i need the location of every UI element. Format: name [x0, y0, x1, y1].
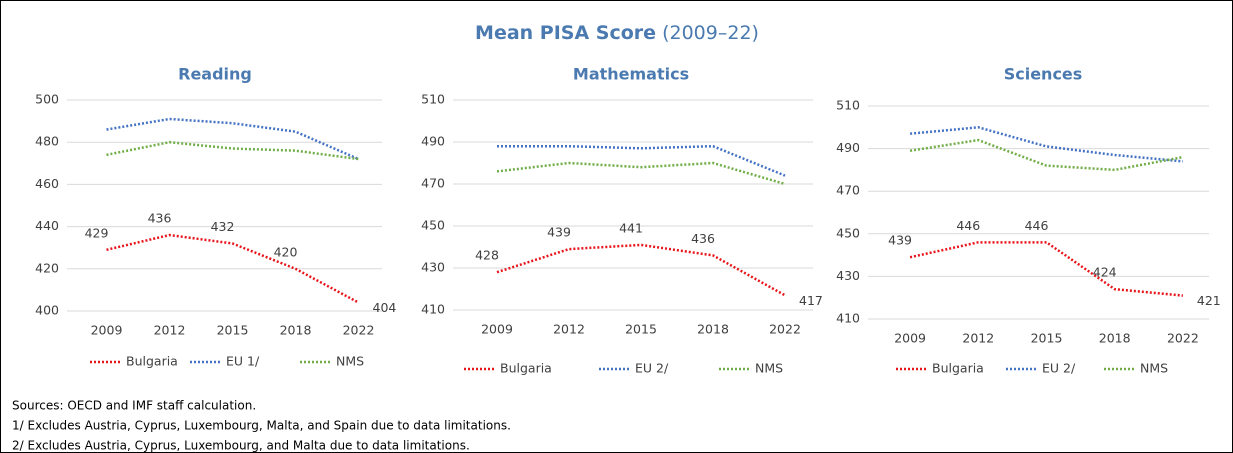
x-tick-label: 2015 [1031, 331, 1063, 346]
y-tick-label: 510 [836, 98, 860, 113]
note: Sources: OECD and IMF staff calculation. [12, 399, 256, 413]
x-tick-label: 2022 [343, 323, 375, 338]
legend-label: Bulgaria [126, 354, 178, 369]
y-tick-label: 420 [35, 260, 59, 275]
y-tick-label: 410 [836, 311, 860, 326]
panel-title: Mathematics [573, 65, 689, 84]
y-tick-label: 500 [35, 92, 59, 107]
series-line [909, 138, 1184, 172]
legend-label: EU 1/ [226, 354, 260, 369]
x-tick-label: 2012 [154, 323, 186, 338]
series-line [496, 161, 786, 186]
legend-label: NMS [755, 361, 783, 376]
legend-label: EU 2/ [1042, 361, 1076, 376]
x-tick-label: 2018 [280, 323, 312, 338]
x-tick-label: 2018 [1099, 331, 1131, 346]
y-tick-label: 470 [421, 176, 445, 191]
y-tick-label: 450 [421, 218, 445, 233]
legend-label: NMS [336, 354, 364, 369]
y-tick-label: 430 [836, 268, 860, 283]
panel-title: Sciences [1004, 65, 1083, 84]
data-label: 417 [799, 293, 823, 308]
data-label: 446 [1025, 218, 1049, 233]
y-tick-label: 450 [836, 225, 860, 240]
data-label: 439 [888, 233, 912, 248]
figure-title: Mean PISA Score (2009–22) [475, 22, 759, 44]
y-tick-label: 490 [421, 134, 445, 149]
legend-label: NMS [1140, 361, 1168, 376]
panel-title: Reading [178, 65, 252, 84]
x-tick-label: 2009 [91, 323, 123, 338]
data-label: 446 [956, 218, 980, 233]
data-label: 429 [85, 225, 109, 240]
x-tick-label: 2018 [697, 322, 729, 337]
x-tick-label: 2009 [481, 322, 513, 337]
y-tick-label: 460 [35, 176, 59, 191]
data-label: 404 [373, 300, 397, 315]
y-tick-label: 490 [836, 140, 860, 155]
x-tick-label: 2012 [553, 322, 585, 337]
y-tick-label: 510 [421, 92, 445, 107]
legend-label: Bulgaria [932, 361, 984, 376]
title-main: Mean PISA Score [475, 22, 656, 44]
x-tick-label: 2015 [217, 323, 249, 338]
data-label: 432 [211, 219, 235, 234]
y-tick-label: 470 [836, 183, 860, 198]
data-label: 436 [691, 231, 715, 246]
data-label: 420 [274, 244, 298, 259]
note: 1/ Excludes Austria, Cyprus, Luxembourg,… [12, 419, 511, 433]
data-label: 428 [475, 248, 499, 263]
x-tick-label: 2015 [625, 322, 657, 337]
y-tick-label: 400 [35, 303, 59, 318]
data-label: 424 [1093, 265, 1117, 280]
data-label: 436 [148, 211, 172, 226]
y-tick-label: 480 [35, 134, 59, 149]
y-tick-label: 430 [421, 260, 445, 275]
series-line [909, 126, 1184, 163]
x-tick-label: 2009 [894, 331, 926, 346]
data-label: 441 [619, 220, 643, 235]
y-tick-label: 440 [35, 218, 59, 233]
y-tick-label: 410 [421, 302, 445, 317]
x-tick-label: 2012 [962, 331, 994, 346]
legend-label: Bulgaria [500, 361, 552, 376]
legend-label: EU 2/ [635, 361, 669, 376]
data-label: 421 [1197, 293, 1221, 308]
series-line [497, 144, 786, 177]
x-tick-label: 2022 [1167, 331, 1199, 346]
title-sub: (2009–22) [662, 22, 759, 44]
data-label: 439 [547, 225, 571, 240]
series-line [106, 117, 359, 161]
x-tick-label: 2022 [769, 322, 801, 337]
note: 2/ Excludes Austria, Cyprus, Luxembourg,… [12, 439, 470, 453]
series-line [106, 233, 360, 304]
